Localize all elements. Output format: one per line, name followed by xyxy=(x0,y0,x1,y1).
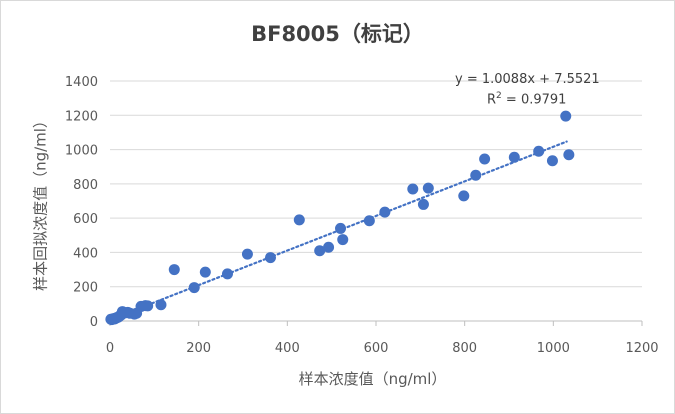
data-point xyxy=(314,245,326,257)
data-point xyxy=(422,182,434,194)
data-point xyxy=(335,222,347,234)
x-tick-label: 600 xyxy=(364,341,389,356)
data-point xyxy=(508,151,520,163)
y-tick-labels: 0 200 400 600 800 1000 1200 1400 xyxy=(65,75,98,330)
y-tick-label: 200 xyxy=(73,281,98,296)
x-tick-label: 1000 xyxy=(537,341,570,356)
chart-title: BF8005（标记） xyxy=(251,22,424,46)
data-point xyxy=(337,234,349,246)
data-point xyxy=(168,264,180,276)
data-point xyxy=(458,190,470,202)
data-point xyxy=(142,300,154,312)
data-point xyxy=(533,145,545,157)
data-point xyxy=(546,155,558,167)
data-point xyxy=(407,183,419,195)
trendline-equation: y = 1.0088x + 7.5521 xyxy=(455,72,600,87)
data-point xyxy=(479,153,491,165)
axes xyxy=(109,320,643,326)
y-tick-label: 1400 xyxy=(65,75,98,90)
data-point xyxy=(470,169,482,181)
x-axis-label: 样本浓度值（ng/ml） xyxy=(298,370,447,388)
data-point xyxy=(379,206,391,218)
data-point xyxy=(560,110,572,122)
data-point xyxy=(323,241,335,253)
y-tick-label: 1000 xyxy=(65,144,98,159)
data-points xyxy=(105,110,575,326)
r2-value: = 0.9791 xyxy=(501,92,567,108)
data-point xyxy=(155,299,167,311)
x-tick-label: 800 xyxy=(452,341,477,356)
x-tick-label: 0 xyxy=(106,341,114,356)
data-point xyxy=(241,248,253,260)
x-tick-labels: 0 200 400 600 800 1000 1200 xyxy=(106,341,659,356)
data-point xyxy=(363,215,375,227)
y-tick-label: 0 xyxy=(90,315,98,330)
data-point xyxy=(188,282,200,294)
x-tick-label: 200 xyxy=(186,341,211,356)
r-squared-label: R2 = 0.9791 xyxy=(487,91,566,107)
data-point xyxy=(264,252,276,264)
y-tick-label: 800 xyxy=(73,178,98,193)
data-point xyxy=(563,149,575,161)
r2-prefix: R xyxy=(487,92,497,108)
x-tick-label: 1200 xyxy=(625,341,658,356)
data-point xyxy=(293,214,305,226)
y-tick-label: 400 xyxy=(73,246,98,261)
data-point xyxy=(221,268,233,280)
y-tick-label: 1200 xyxy=(65,109,98,124)
x-tick-label: 400 xyxy=(275,341,300,356)
y-tick-label: 600 xyxy=(73,212,98,227)
gridlines xyxy=(110,80,642,288)
data-point xyxy=(417,198,429,210)
r2-superscript: 2 xyxy=(496,91,502,101)
data-point xyxy=(199,266,211,278)
y-axis-label: 样本回拟浓度值（ng/ml） xyxy=(31,113,50,291)
